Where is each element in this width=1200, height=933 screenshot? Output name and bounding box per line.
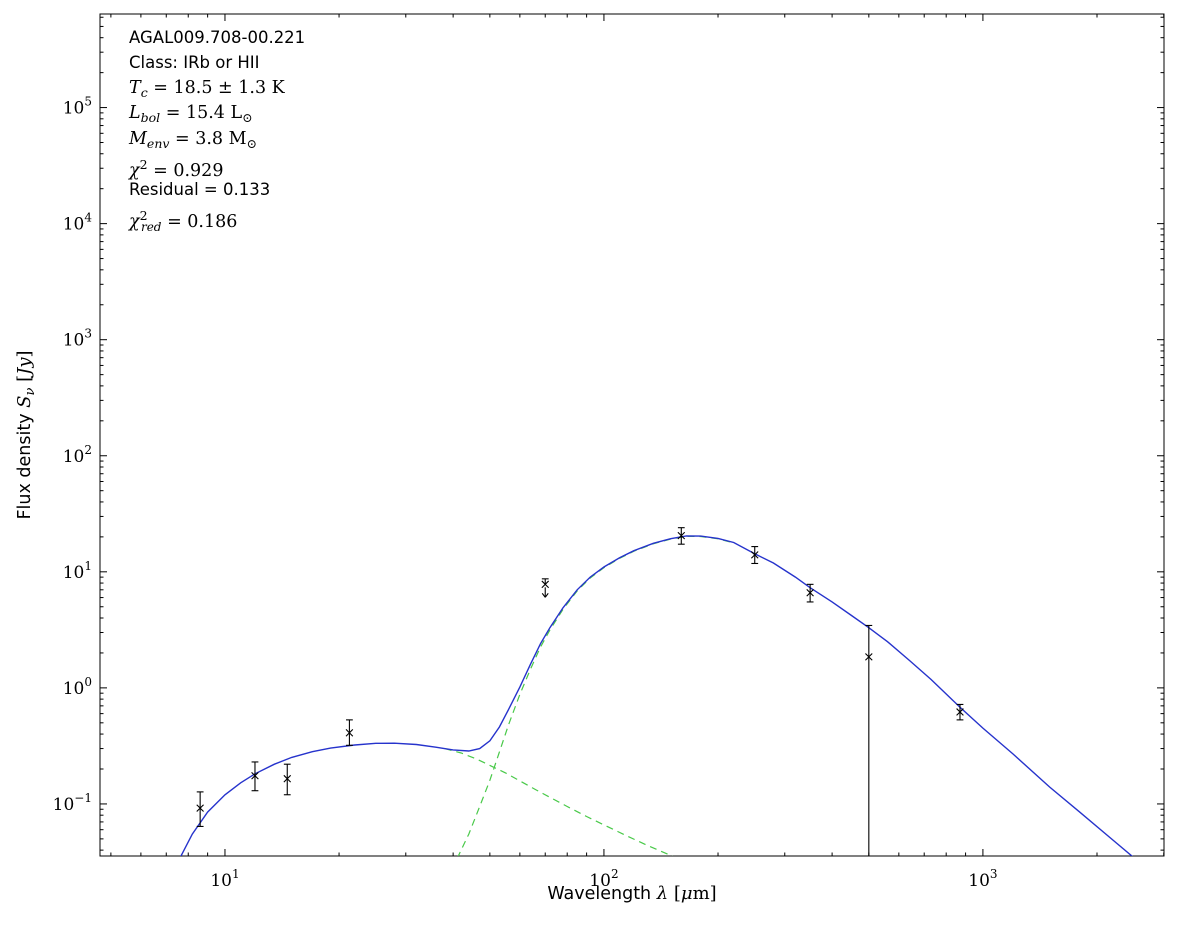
data-point <box>283 763 292 796</box>
annotation-segment: AGAL009.708-00.221 <box>129 28 306 47</box>
annotation-line: Residual = 0.133 <box>129 177 305 202</box>
annotation-segment: = 3.8 M <box>169 128 247 149</box>
data-point <box>196 791 204 827</box>
data-point <box>750 546 759 565</box>
annotation-segment: env <box>146 135 170 151</box>
annotation-segment: bol <box>140 110 161 126</box>
warm-component-curve <box>444 748 673 856</box>
annotation-segment: 2 <box>139 207 148 223</box>
annotation-line: Class: IRb or HII <box>129 50 305 75</box>
y-tick-label: 101 <box>63 559 92 583</box>
y-tick-label: 103 <box>63 327 92 351</box>
y-axis-label: Flux density Sν [Jy] <box>14 350 38 519</box>
data-point <box>541 578 550 598</box>
annotation-segment: T <box>129 77 141 98</box>
annotation-line: χ2red = 0.186 <box>129 203 305 234</box>
annotation-segment: L <box>129 103 141 124</box>
annotation-segment: = 0.929 <box>147 160 224 181</box>
annotation-segment: red <box>140 219 162 234</box>
annotation-line: χ2 = 0.929 <box>129 152 305 181</box>
annotation-segment: ⊙ <box>246 135 258 151</box>
annotation-segment: Residual = 0.133 <box>129 180 271 200</box>
annotation-segment: ⊙ <box>242 110 253 126</box>
y-tick-label: 100 <box>63 675 92 699</box>
y-tick-label: 104 <box>63 211 93 235</box>
annotation-segment: = 15.4 L <box>160 103 243 124</box>
annotation-line: Lbol = 15.4 L⊙ <box>129 101 305 126</box>
annotation-line: Tc = 18.5 ± 1.3 K <box>129 76 305 101</box>
annotation-segment: χ <box>129 160 140 181</box>
model-curves <box>180 535 1133 856</box>
x-tick-label: 102 <box>589 867 618 891</box>
annotation-block: AGAL009.708-00.221 Class: IRb or HII Tc = … <box>129 25 305 234</box>
annotation-segment: Class: IRb or HII <box>129 53 260 73</box>
y-tick-label: 105 <box>63 95 92 119</box>
annotation-segment: = 0.186 <box>161 211 238 232</box>
y-tick-label: 102 <box>63 443 92 467</box>
annotation-segment: χ <box>129 211 140 232</box>
annotation-segment: M <box>129 128 147 149</box>
annotation-segment: c <box>140 84 148 100</box>
annotation-line: Menv = 3.8 M⊙ <box>129 127 305 152</box>
data-point <box>345 719 354 746</box>
data-point <box>956 703 964 721</box>
y-tick-label: 10−1 <box>53 791 92 815</box>
data-point <box>677 527 686 545</box>
annotation-segment: = 18.5 ± 1.3 K <box>147 77 285 98</box>
total-fit-curve <box>180 535 1133 856</box>
photometry-points <box>196 527 964 856</box>
x-axis-label: Wavelength λ [μm] <box>547 883 716 904</box>
annotation-segment: 2 <box>139 156 148 172</box>
annotation-line: AGAL009.708-00.221 <box>129 25 305 50</box>
data-point <box>865 624 873 856</box>
data-point <box>251 761 259 792</box>
cold-component-curve <box>457 535 734 856</box>
x-tick-label: 103 <box>968 867 997 891</box>
x-tick-label: 101 <box>210 867 239 891</box>
axis-ticks <box>100 14 1165 856</box>
plot-frame <box>99 13 1165 857</box>
data-point <box>806 583 814 603</box>
